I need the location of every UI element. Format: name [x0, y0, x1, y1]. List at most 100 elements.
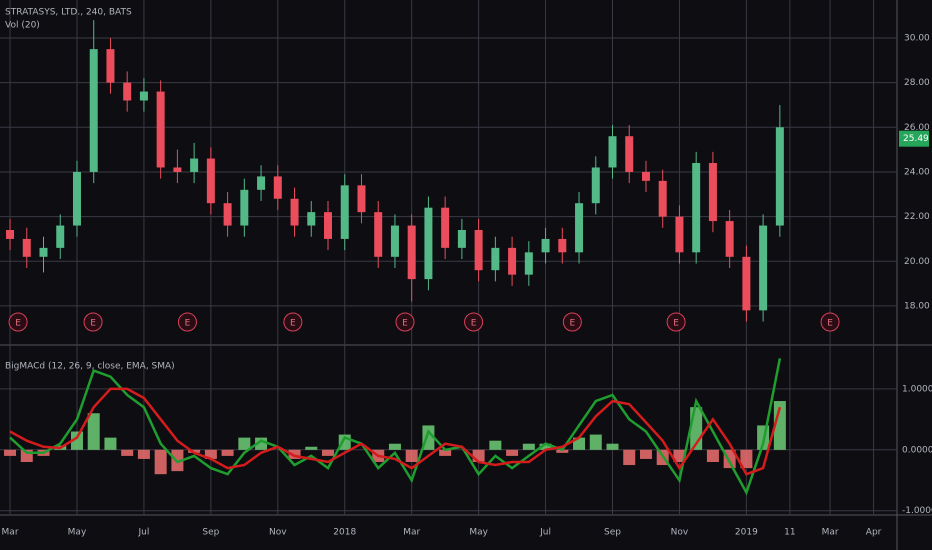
histogram-bar [589, 434, 602, 450]
histogram-bar [238, 437, 251, 450]
histogram-bar [773, 401, 786, 450]
histogram-bar [121, 449, 134, 456]
y-tick-label: 0.0000 [902, 445, 932, 455]
earnings-label: E [290, 319, 296, 329]
candle-body [591, 167, 600, 204]
earnings-marker [562, 312, 582, 332]
candle-body [190, 158, 199, 172]
candle-body [675, 216, 684, 253]
x-tick-label: Mar [822, 528, 839, 538]
y-tick-label: 28.00 [904, 78, 930, 88]
y-tick-label: 26.00 [904, 123, 930, 133]
candle-body [307, 212, 316, 226]
y-tick-label: 1.0000 [902, 384, 932, 394]
earnings-marker [83, 312, 103, 332]
y-tick-label: 22.00 [904, 212, 930, 222]
x-tick-label: Nov [671, 528, 689, 538]
candle-body [273, 176, 282, 199]
x-tick-label: Sep [604, 528, 621, 538]
histogram-bar [154, 449, 167, 475]
histogram-bar [288, 449, 301, 459]
earnings-label: E [90, 319, 96, 329]
earnings-label: E [402, 319, 408, 329]
candle-body [357, 185, 366, 213]
chart-title: STRATASYS, LTD., 240, BATS [5, 8, 132, 18]
histogram-bar [221, 449, 234, 456]
x-tick-label: 2018 [333, 528, 356, 538]
candle-body [324, 212, 333, 239]
candle-body [39, 247, 48, 257]
earnings-label: E [471, 319, 477, 329]
histogram-bar [388, 443, 401, 450]
indicator-title: BigMACd (12, 26, 9, close, EMA, SMA) [5, 362, 175, 372]
x-tick-label: Jul [137, 528, 149, 538]
candle-body [708, 163, 717, 222]
macd-line [9, 387, 782, 476]
candle-body [106, 49, 115, 83]
x-tick-label: 11 [784, 528, 795, 538]
x-tick-label: Nov [269, 528, 287, 538]
candle-body [56, 225, 65, 248]
x-tick-label: Jul [539, 528, 551, 538]
candle-body [6, 230, 15, 239]
earnings-marker [464, 312, 484, 332]
earnings-marker [8, 312, 28, 332]
candle-body [491, 247, 500, 271]
candle-body [374, 212, 383, 257]
candle-body [139, 91, 148, 101]
histogram-bar [305, 446, 318, 450]
histogram-bar [405, 449, 418, 462]
last-price-label: 25.49 [903, 134, 929, 144]
candle-body [625, 136, 634, 172]
candle-body [608, 136, 617, 168]
histogram-bar [137, 449, 150, 459]
y-tick-label: 18.00 [904, 301, 930, 311]
earnings-marker [666, 312, 686, 332]
earnings-marker [177, 312, 197, 332]
candle-body [89, 49, 98, 172]
histogram-bar [639, 449, 652, 459]
candle-body [725, 221, 734, 257]
x-tick-label: Sep [202, 528, 219, 538]
histogram-bar [539, 443, 552, 450]
candle-body [123, 82, 132, 101]
earnings-marker [820, 312, 840, 332]
histogram-bar [439, 449, 452, 456]
candle-body [775, 127, 784, 226]
histogram-bar [706, 449, 719, 462]
earnings-label: E [15, 319, 21, 329]
candle-body [441, 207, 450, 248]
candle-body [641, 171, 650, 181]
candle-body [257, 176, 266, 190]
histogram-bar [322, 449, 335, 456]
y-tick-label: -1.0000 [902, 506, 932, 516]
x-tick-label: May [68, 528, 87, 538]
histogram-bar [522, 443, 535, 450]
histogram-bar [623, 449, 636, 466]
histogram-bar [70, 431, 83, 450]
earnings-marker [283, 312, 303, 332]
earnings-label: E [673, 319, 679, 329]
candle-body [424, 207, 433, 280]
candle-body [390, 225, 399, 257]
histogram-bar [204, 449, 217, 459]
histogram-bar [506, 449, 519, 456]
earnings-marker [395, 312, 415, 332]
y-tick-label: 20.00 [904, 257, 930, 267]
histogram-bar [104, 437, 117, 450]
histogram-bar [489, 440, 502, 450]
candle-body [575, 203, 584, 253]
histogram-bar [573, 437, 586, 450]
candle-body [658, 180, 667, 217]
candle-body [558, 238, 567, 253]
x-tick-label: 2019 [735, 528, 758, 538]
candle-body [206, 158, 215, 204]
candle-body [407, 225, 416, 280]
candle-body [759, 225, 768, 311]
histogram-bar [87, 413, 100, 450]
volume-label: Vol (20) [5, 21, 40, 31]
candle-body [240, 189, 249, 226]
candle-body [223, 203, 232, 226]
candle-body [290, 198, 299, 226]
